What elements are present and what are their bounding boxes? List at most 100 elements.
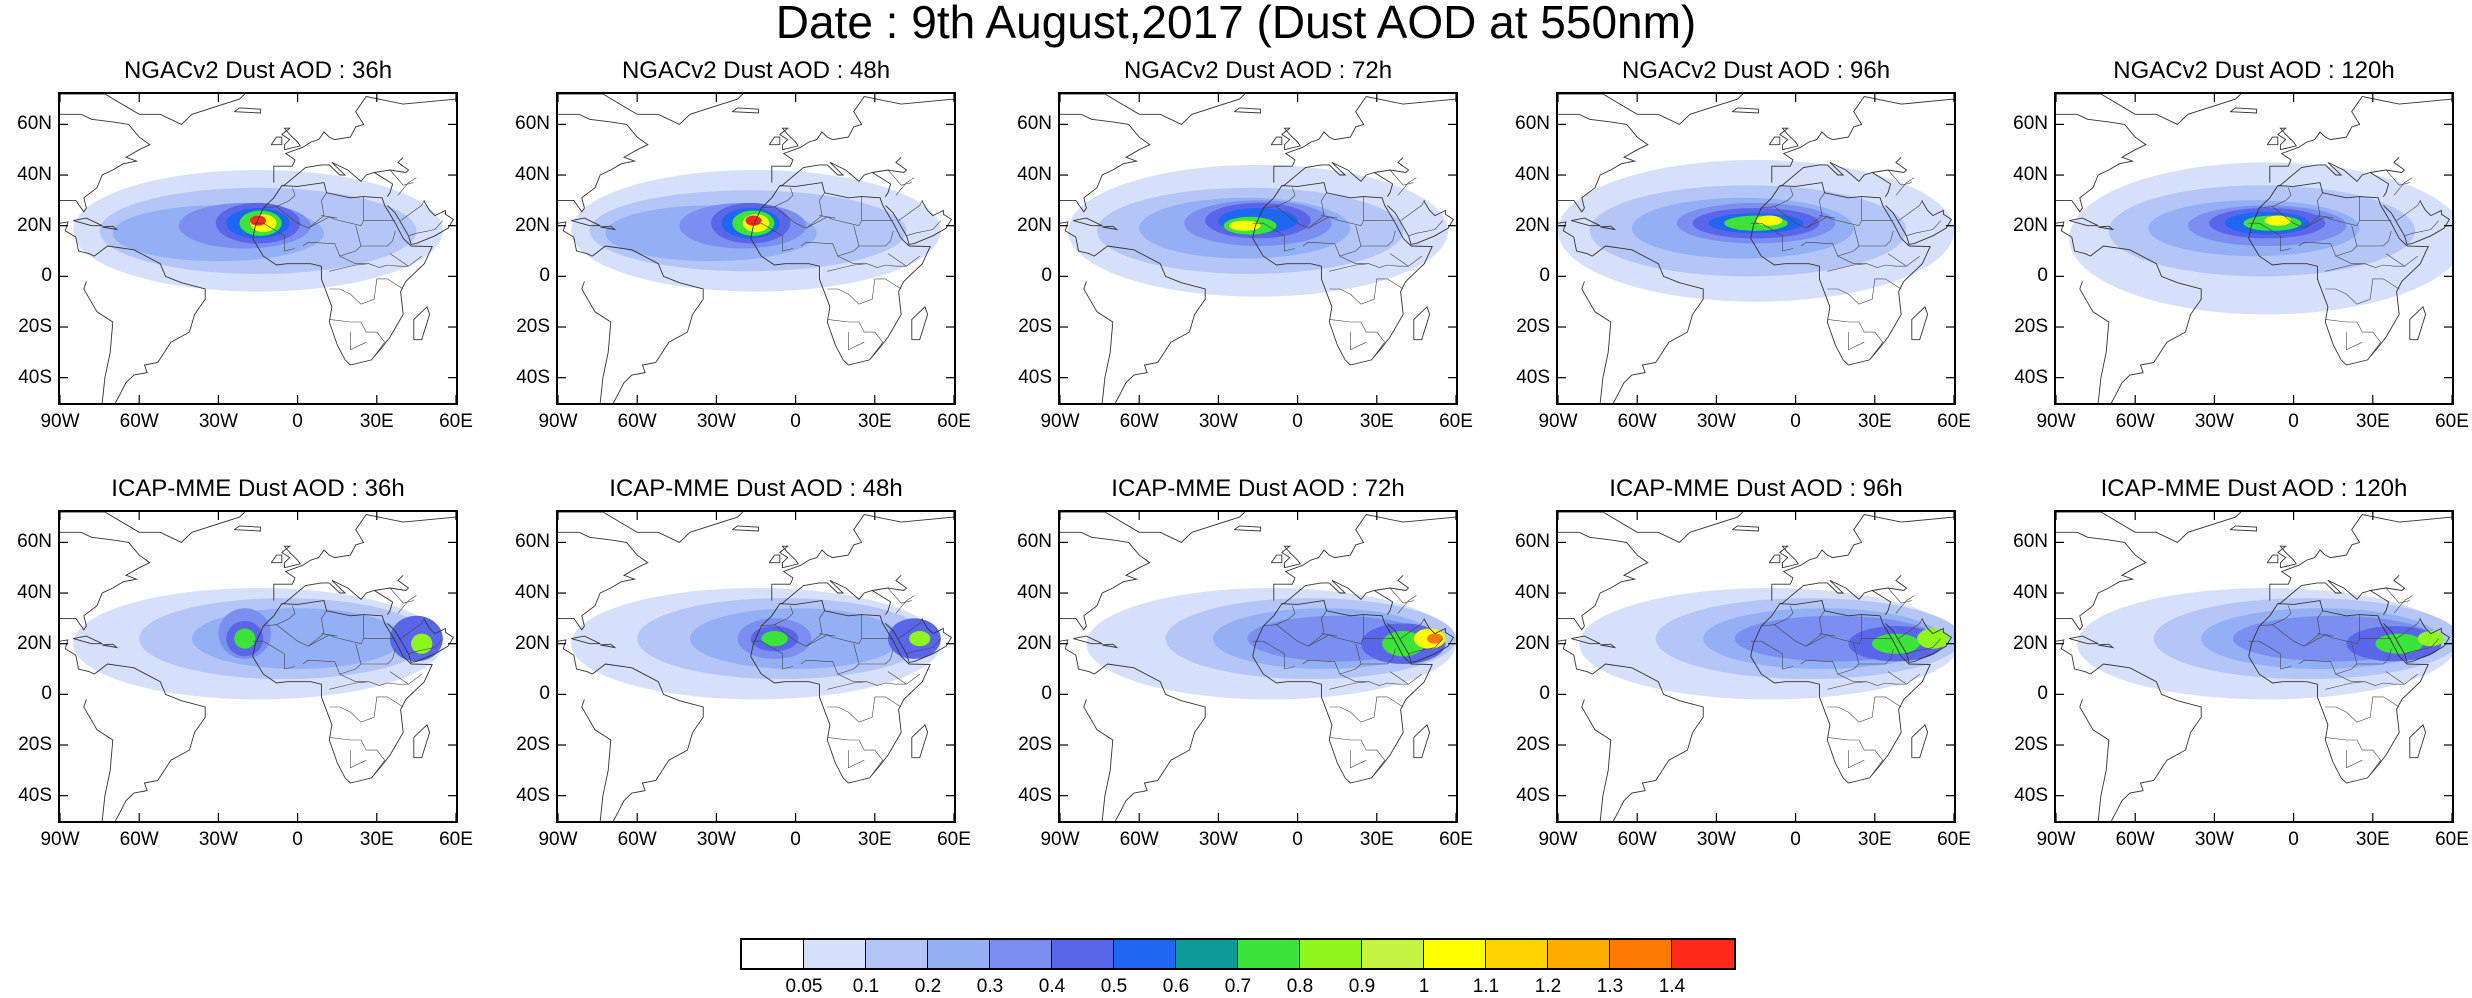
country-border [263,196,364,229]
lon-tick-label: 60E [1937,829,1971,850]
lon-tick-label: 60W [1119,411,1159,432]
lon-tick-label: 60W [1617,411,1657,432]
country-border [2325,263,2365,272]
country-border [837,643,860,675]
coastline [60,512,246,543]
country-border [2317,633,2334,637]
map-area [1556,92,1956,405]
country-border [2259,196,2360,229]
coastline [1779,127,1799,151]
lat-tick-label: 20S [516,734,550,756]
country-border [329,696,404,723]
country-border [1321,215,1338,219]
coastline [750,600,931,784]
country-border [774,187,794,207]
lat-tick-label: 0 [539,265,550,287]
country-border [1389,671,1409,685]
coastline [1060,221,1095,257]
coastline [1571,635,1601,645]
dust-plume [1229,220,1261,231]
coastline [558,639,593,675]
coastline [387,618,455,663]
country-border [898,200,923,221]
lat-tick-label: 20N [17,632,52,654]
country-border [350,332,367,351]
country-border [329,278,404,305]
dust-plume [761,631,788,647]
coastline [2266,554,2279,564]
coastline [1771,513,1954,601]
coastline [374,574,410,591]
country-border [1329,278,1404,305]
country-border [350,750,367,769]
coastline [94,663,206,821]
coastline [102,225,119,231]
coastline [1558,94,1744,125]
country-border [1308,192,1327,229]
country-border [806,610,825,647]
map-panel: NGACv2 Dust AOD : 36h [58,57,458,405]
country-border [1848,750,1865,769]
coastline [1083,281,1114,403]
map-panel: ICAP-MME Dust AOD : 48h [556,475,956,823]
coastline [2248,600,2429,784]
dust-plume [411,633,433,654]
coastline [581,699,612,821]
country-border [302,659,422,686]
country-border [827,319,884,361]
coastline [600,225,617,231]
coastline [1885,618,1953,663]
country-border [389,169,414,186]
lon-tick-label: 30W [2194,411,2234,432]
coastline [1779,161,1892,197]
country-border [2325,696,2400,723]
coastline [1387,200,1455,245]
lon-tick-label: 30W [1696,829,1736,850]
lon-tick-label: 30E [1359,829,1394,850]
lon-tick-label: 0 [1790,829,1801,850]
map-panel: NGACv2 Dust AOD : 120h [2054,57,2454,405]
country-border [1276,187,1296,207]
coastline [102,643,119,649]
lon-tick-label: 60W [2115,829,2155,850]
coastline [2056,639,2091,675]
map-area [2054,92,2454,405]
country-border [2346,332,2363,351]
coastline [779,579,892,615]
lon-tick-label: 60W [617,411,657,432]
coastline [281,161,394,197]
lon-tick-label: 60W [119,829,159,850]
colorbar-label: 0.5 [1100,976,1128,997]
country-border [827,278,902,305]
coastline [571,217,601,227]
country-border [1800,659,1920,686]
country-border [2304,192,2323,229]
country-border [2259,614,2360,647]
coastline [2277,545,2297,569]
coastline [2248,182,2429,366]
country-border [859,648,894,665]
map-area [58,92,458,405]
map-panel: ICAP-MME Dust AOD : 96h [1556,475,1956,823]
coastline [60,221,95,257]
coastline [1102,225,1119,231]
country-border [389,671,409,685]
panel-title: ICAP-MME Dust AOD : 96h [1609,475,1903,502]
coastline [73,217,103,227]
country-border [2325,278,2400,305]
lat-tick-label: 20N [515,632,550,654]
coastline [2370,156,2406,173]
country-border [761,614,862,647]
coastline [1060,94,1246,125]
coastline [2277,161,2390,197]
lon-tick-label: 0 [790,411,801,432]
country-border [2304,610,2323,647]
lat-tick-label: 0 [539,683,550,705]
coastline [885,200,953,245]
coastline [911,305,929,341]
country-border [1859,648,1894,665]
lon-tick-label: 0 [1292,411,1303,432]
coastline [571,635,601,645]
lon-tick-label: 30W [198,411,238,432]
country-border [329,681,369,690]
